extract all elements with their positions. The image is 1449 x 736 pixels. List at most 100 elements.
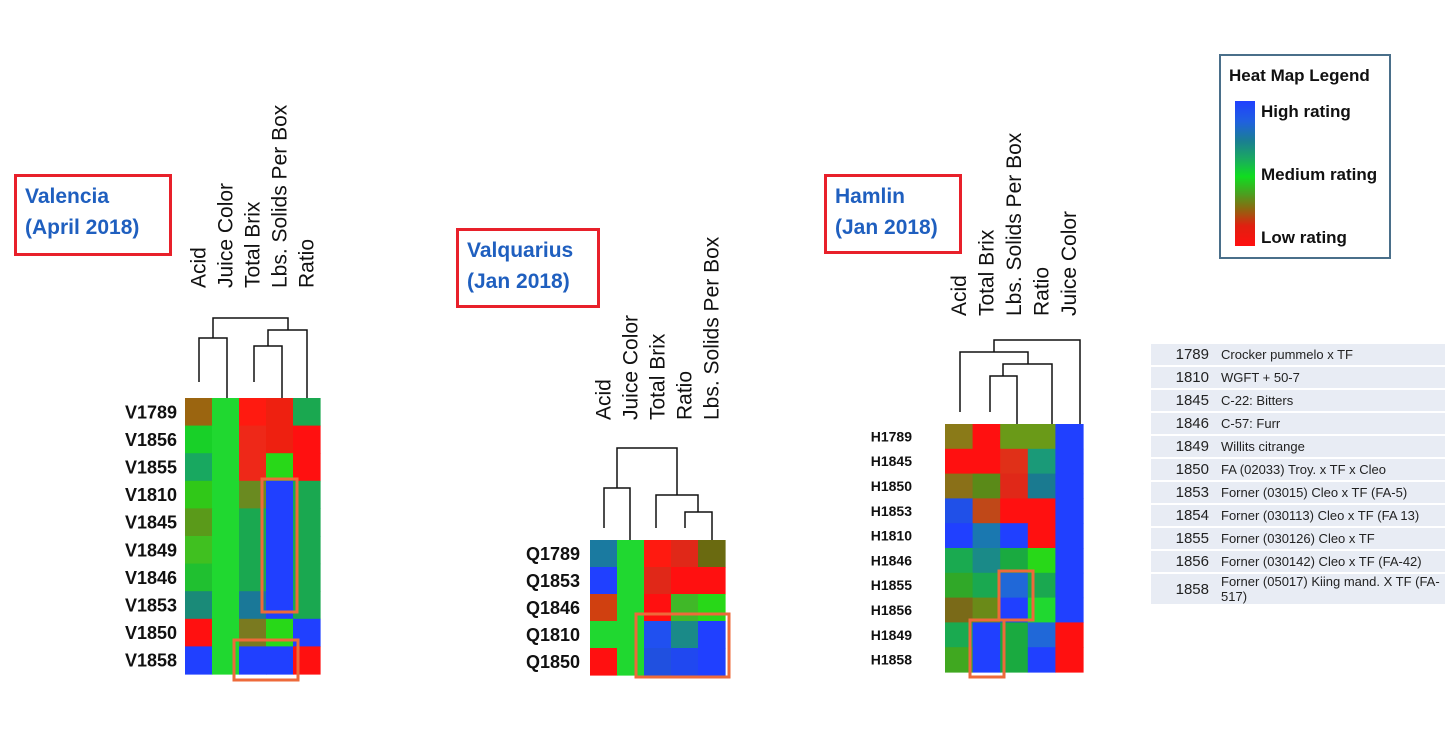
column-label: Juice Color: [1058, 211, 1081, 316]
heatmap-cell: [590, 567, 618, 595]
legend-color-bar: [1235, 101, 1255, 246]
heatmap-cell: [945, 448, 974, 475]
heatmap-cell: [671, 567, 699, 595]
heatmap-cell: [185, 646, 213, 675]
key-table-row: 1853 Forner (03015) Cleo x TF (FA-5): [1151, 482, 1445, 503]
heatmap-cell: [1055, 622, 1084, 648]
heatmap-cell: [266, 398, 294, 427]
heatmap-cell: [1055, 523, 1084, 549]
row-label: V1850: [125, 623, 177, 643]
heatmap-cell: [1027, 424, 1056, 450]
valencia-outlines: [232, 477, 300, 682]
heatmap-cell: [1027, 548, 1056, 574]
key-description: Willits citrange: [1217, 436, 1375, 457]
legend-low-label: Low rating: [1261, 228, 1347, 247]
column-label: Total Brix: [975, 229, 998, 316]
column-label: Juice Color: [215, 183, 238, 288]
heatmap-cell: [945, 523, 974, 549]
hamlin-dendrogram: [959, 339, 1081, 424]
heatmap-cell: [1000, 448, 1029, 475]
heatmap-cell: [698, 648, 726, 676]
valencia-title: Valencia (April 2018): [14, 174, 172, 256]
key-table-row: 1856 Forner (030142) Cleo x TF (FA-42): [1151, 551, 1445, 572]
heatmap-cell: [185, 536, 213, 565]
row-label: H1845: [871, 453, 912, 469]
column-label: Lbs. Solids Per Box: [269, 104, 292, 288]
key-id: 1789: [1151, 344, 1217, 365]
key-id: 1855: [1151, 528, 1217, 549]
row-label: V1810: [125, 485, 177, 505]
heatmap-cell: [617, 594, 645, 622]
heatmap-cell: [266, 618, 294, 647]
heatmap-cell: [212, 508, 240, 537]
heatmap-cell: [945, 473, 974, 499]
legend-title: Heat Map Legend: [1229, 66, 1370, 85]
valquarius-outlines: [634, 612, 731, 679]
heatmap-cell: [212, 398, 240, 427]
column-label: Acid: [948, 275, 971, 316]
valquarius-title-line1: Valquarius: [467, 239, 574, 262]
key-description: WGFT + 50-7: [1217, 367, 1375, 388]
key-table-row: 1850 FA (02033) Troy. x TF x Cleo: [1151, 459, 1445, 480]
heatmap-cell: [185, 563, 213, 592]
heatmap-cell: [698, 594, 726, 622]
key-empty-cell: [1375, 413, 1445, 434]
heatmap-cell: [945, 424, 974, 450]
key-table-row: 1845 C-22: Bitters: [1151, 390, 1445, 411]
heatmap-cell: [1055, 597, 1084, 623]
key-id: 1858: [1151, 574, 1217, 604]
heatmap-cell: [266, 480, 294, 509]
heatmap-cell: [266, 425, 294, 454]
heatmap-cell: [617, 567, 645, 595]
key-id: 1854: [1151, 505, 1217, 526]
heatmap-cell: [671, 540, 699, 568]
heatmap-cell: [1027, 448, 1056, 475]
heatmap-cell: [185, 398, 213, 427]
key-description: Crocker pummelo x TF: [1217, 344, 1375, 365]
row-label: V1789: [125, 402, 177, 422]
row-label: H1850: [871, 478, 912, 494]
heatmap-cell: [644, 648, 672, 676]
column-label: Acid: [593, 379, 616, 420]
heatmap-cell: [1000, 548, 1029, 574]
heatmap-cell: [1027, 523, 1056, 549]
heatmap-cell: [945, 572, 974, 599]
heatmap-cell: [1055, 572, 1084, 599]
column-label: Ratio: [674, 371, 697, 420]
heatmap-cell: [185, 508, 213, 537]
heatmap-cell: [972, 523, 1001, 549]
heatmap-cell: [617, 621, 645, 649]
heatmap-cell: [212, 591, 240, 620]
heatmap-cell: [644, 567, 672, 595]
column-label: Acid: [188, 247, 211, 288]
valencia-dendrogram: [198, 317, 308, 398]
heatmap-cell: [266, 508, 294, 537]
heat-map-legend: Heat Map Legend High rating Medium ratin…: [1219, 54, 1391, 259]
hamlin-outlines: [968, 569, 1035, 679]
key-description: Forner (030113) Cleo x TF (FA 13): [1217, 505, 1445, 526]
column-label: Total Brix: [647, 333, 670, 420]
heatmap-cell: [972, 647, 1001, 673]
legend-high-label: High rating: [1261, 102, 1351, 121]
heatmap-cell: [1055, 548, 1084, 574]
heatmap-cell: [1000, 473, 1029, 499]
key-id: 1810: [1151, 367, 1217, 388]
heatmap-cell: [590, 594, 618, 622]
row-label: Q1853: [526, 571, 580, 591]
row-label: V1845: [125, 513, 177, 533]
hamlin-title: Hamlin (Jan 2018): [824, 174, 962, 254]
row-label: Q1810: [526, 625, 580, 645]
heatmap-cell: [972, 498, 1001, 524]
row-label: V1853: [125, 595, 177, 615]
heatmap-cell: [212, 536, 240, 565]
heatmap-cell: [945, 498, 974, 524]
heatmap-cell: [1027, 647, 1056, 673]
heatmap-cell: [671, 594, 699, 622]
heatmap-cell: [293, 453, 321, 482]
key-description: Forner (03015) Cleo x TF (FA-5): [1217, 482, 1445, 503]
column-label: Lbs. Solids Per Box: [1003, 132, 1026, 316]
key-table-row: 1858 Forner (05017) Kiing mand. X TF (FA-…: [1151, 574, 1445, 604]
heatmap-cell: [212, 425, 240, 454]
heatmap-cell: [644, 621, 672, 649]
heatmap-cell: [266, 646, 294, 675]
